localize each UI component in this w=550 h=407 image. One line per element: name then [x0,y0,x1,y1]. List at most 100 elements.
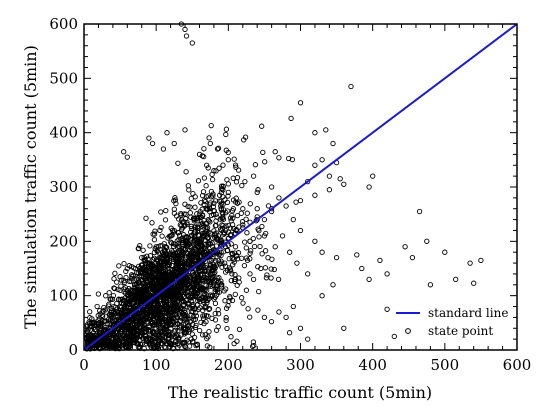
cloud-point [129,263,135,270]
cloud-point [201,320,207,327]
cloud-point [199,236,205,242]
cloud-point [233,195,239,201]
scatter-point [211,200,217,206]
scatter-point [183,33,190,39]
scatter-point [135,331,141,337]
cloud-point [245,306,251,312]
scatter-point [99,340,105,347]
cloud-point [232,291,238,298]
cloud-point [159,270,165,276]
scatter-point [236,279,242,285]
cloud-point [215,311,222,317]
scatter-point [232,244,239,250]
scatter-point [121,301,127,307]
cloud-point [104,341,110,348]
cloud-point [155,275,161,281]
cloud-point [113,313,119,319]
cloud-point [106,334,112,340]
cloud-point [168,239,174,245]
cloud-point [200,233,206,239]
cloud-point [185,282,191,288]
cloud-point [214,236,220,243]
scatter-point [341,325,347,331]
cloud-point [276,155,282,161]
scatter-point [182,127,188,133]
cloud-point [250,339,257,345]
cloud-point [147,340,153,347]
cloud-point [231,156,237,162]
scatter-point [471,280,477,286]
cloud-point [151,237,158,243]
cloud-point [138,262,145,269]
cloud-point [135,245,142,251]
scatter-point [319,157,325,163]
cloud-point [259,251,265,257]
cloud-point [208,122,214,129]
cloud-point [158,319,164,325]
cloud-point [183,169,189,175]
scatter-point [146,276,152,283]
cloud-point [176,250,183,256]
cloud-point [143,291,150,297]
scatter-point [214,235,221,242]
scatter-point [384,271,390,277]
cloud-point [123,326,129,333]
cloud-point [189,266,195,272]
scatter-point [142,284,148,291]
cloud-point [144,287,150,293]
cloud-point [182,201,188,207]
cloud-point [95,291,102,297]
cloud-point [149,272,155,279]
cloud-point [247,256,253,262]
cloud-point [198,319,204,326]
cloud-point [220,222,226,229]
cloud-point [207,262,214,268]
cloud-point [220,214,226,220]
cloud-point [262,248,269,254]
scatter-point [124,325,130,331]
scatter-point [254,189,260,196]
cloud-point [107,296,113,302]
cloud-point [157,304,163,311]
x-tick-label: 500 [431,356,460,374]
scatter-point [160,146,167,152]
cloud-point [90,330,97,336]
x-axis-title: The realistic traffic count (5min) [168,383,432,402]
scatter-point [250,173,257,179]
cloud-point [152,344,158,350]
cloud-point [97,308,103,314]
cloud-point [183,297,190,303]
cloud-point [149,220,155,226]
axis-ticks [83,23,518,351]
cloud-point [213,168,219,174]
cloud-point [199,284,205,291]
cloud-point [117,274,123,280]
cloud-point [211,271,217,277]
cloud-point [201,217,207,224]
cloud-point [174,238,180,244]
cloud-point [170,229,176,235]
cloud-point [168,322,174,328]
x-tick-label: 400 [358,356,387,374]
scatter-point [337,176,343,182]
cloud-point [214,234,220,241]
cloud-point [211,265,217,271]
scatter-point [225,189,231,196]
scatter-point [153,314,159,321]
cloud-point [218,284,225,290]
cloud-point [271,266,277,273]
x-tick-label: 300 [286,356,315,374]
scatter-point [287,249,293,255]
cloud-point [219,186,225,192]
scatter-point [283,314,289,321]
scatter-point [164,309,170,315]
cloud-point [172,195,178,201]
cloud-point [236,326,243,333]
cloud-point [112,285,118,292]
scatter-point [232,276,239,283]
scatter-point [167,233,174,239]
scatter-point [164,273,170,280]
scatter-point [312,162,318,168]
cloud-point [184,304,190,310]
cloud-point [114,334,121,341]
